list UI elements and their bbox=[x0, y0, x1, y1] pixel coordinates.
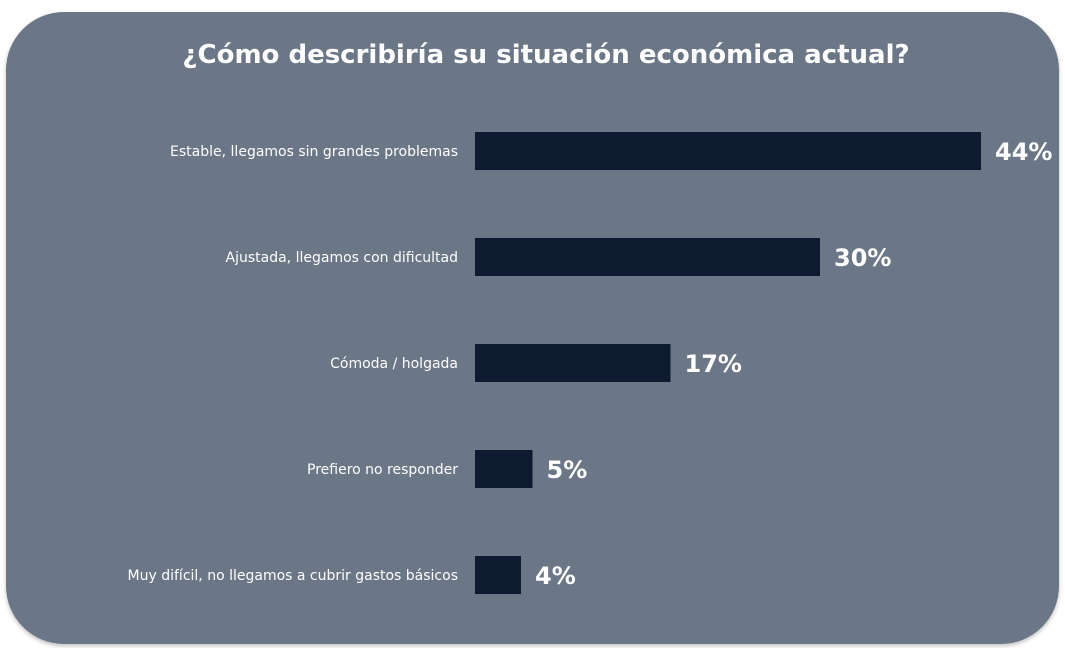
value-label: 44% bbox=[995, 138, 1052, 166]
chart-panel: ¿Cómo describiría su situación económica… bbox=[6, 12, 1059, 644]
category-label: Prefiero no responder bbox=[307, 462, 458, 478]
category-label: Estable, llegamos sin grandes problemas bbox=[170, 144, 458, 160]
chart-background bbox=[6, 12, 1059, 644]
bar-chart: ¿Cómo describiría su situación económica… bbox=[6, 12, 1059, 644]
bar bbox=[475, 238, 820, 276]
bar bbox=[475, 132, 981, 170]
value-label: 4% bbox=[535, 562, 576, 590]
value-label: 5% bbox=[547, 456, 588, 484]
chart-title: ¿Cómo describiría su situación económica… bbox=[182, 40, 909, 70]
category-label: Muy difícil, no llegamos a cubrir gastos… bbox=[128, 568, 458, 584]
category-label: Ajustada, llegamos con dificultad bbox=[226, 250, 458, 266]
bar bbox=[475, 344, 671, 382]
category-label: Cómoda / holgada bbox=[330, 356, 458, 372]
value-label: 17% bbox=[685, 350, 742, 378]
bar bbox=[475, 556, 521, 594]
bar bbox=[475, 450, 533, 488]
value-label: 30% bbox=[834, 244, 891, 272]
